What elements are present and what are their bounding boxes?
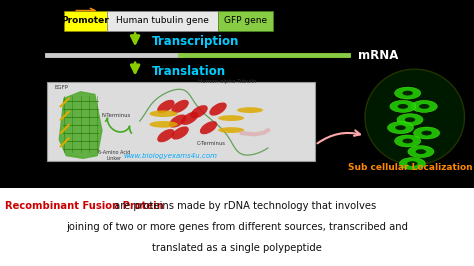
Text: www.biologyexams4u.com: www.biologyexams4u.com [124,153,218,159]
FancyBboxPatch shape [47,82,315,161]
Ellipse shape [405,117,415,122]
Ellipse shape [398,104,408,109]
Ellipse shape [394,135,421,147]
Ellipse shape [200,121,217,134]
Ellipse shape [399,157,426,170]
Ellipse shape [191,105,208,118]
Text: Human tubulin gene: Human tubulin gene [116,16,209,25]
Ellipse shape [387,122,413,134]
Ellipse shape [169,114,186,128]
Ellipse shape [395,125,406,130]
Text: joining of two or more genes from different sources, transcribed and: joining of two or more genes from differ… [66,222,408,232]
FancyBboxPatch shape [107,11,218,31]
FancyBboxPatch shape [0,188,474,266]
Ellipse shape [172,100,189,113]
Polygon shape [59,92,102,158]
Ellipse shape [419,104,429,109]
Text: GFP gene: GFP gene [224,16,267,25]
Ellipse shape [421,131,432,135]
Ellipse shape [218,127,244,133]
Text: Promoter: Promoter [62,16,109,25]
Ellipse shape [411,101,437,112]
Text: C-Terminus: C-Terminus [196,141,226,146]
Ellipse shape [210,102,227,116]
Text: 6-Amino Acid
Linker: 6-Amino Acid Linker [98,150,130,161]
Ellipse shape [157,129,174,142]
Ellipse shape [407,161,418,166]
Ellipse shape [365,69,465,165]
Ellipse shape [402,91,413,95]
Ellipse shape [172,126,189,140]
Text: are proteins made by rDNA technology that involves: are proteins made by rDNA technology tha… [111,201,376,211]
Ellipse shape [218,115,244,121]
Ellipse shape [149,110,178,117]
Text: Human alpha Tubulin: Human alpha Tubulin [198,79,257,84]
Text: Transcription: Transcription [152,35,239,48]
Text: Translation: Translation [152,65,226,77]
FancyBboxPatch shape [64,11,107,31]
Ellipse shape [237,107,263,113]
Text: N-Terminus: N-Terminus [102,113,131,118]
Ellipse shape [408,146,434,157]
FancyBboxPatch shape [218,11,273,31]
Ellipse shape [402,139,413,143]
Text: Sub cellular Localization: Sub cellular Localization [348,163,472,172]
Text: Recombinant Fusion Protein: Recombinant Fusion Protein [5,201,164,211]
Text: translated as a single polypeptide: translated as a single polypeptide [152,243,322,253]
Text: EGFP: EGFP [55,85,69,90]
Ellipse shape [416,149,426,154]
Ellipse shape [413,127,440,139]
Ellipse shape [181,112,198,125]
Ellipse shape [149,121,178,128]
Text: mRNA: mRNA [358,49,398,62]
Ellipse shape [394,87,421,99]
Ellipse shape [397,114,423,126]
Ellipse shape [157,100,174,113]
Ellipse shape [390,101,416,112]
